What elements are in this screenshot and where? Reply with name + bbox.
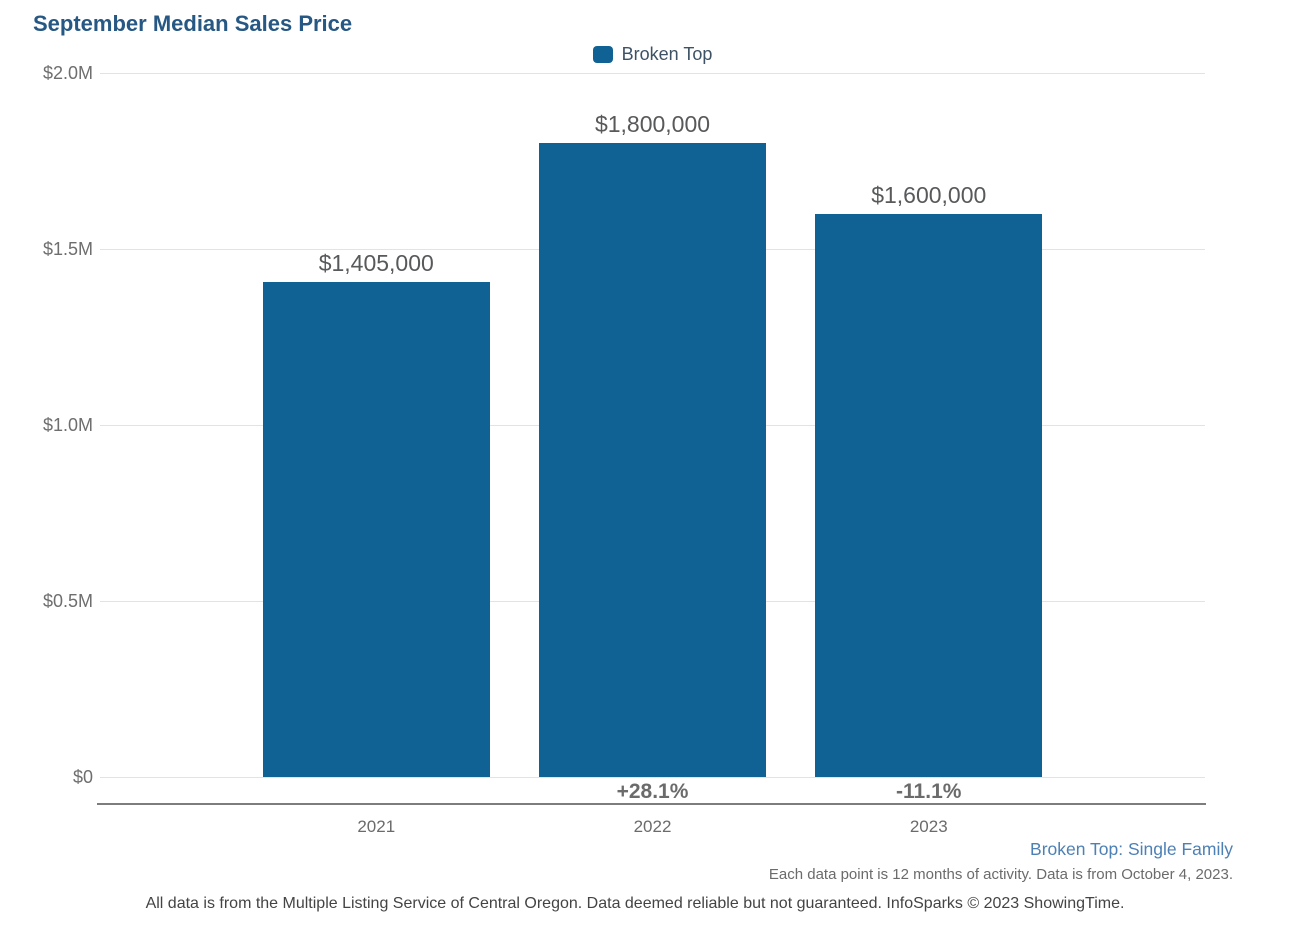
- x-axis-line: [97, 803, 1206, 805]
- x-axis-label: 2022: [633, 817, 672, 836]
- footnote-disclaimer: All data is from the Multiple Listing Se…: [145, 895, 1125, 912]
- pct-change-label: +28.1%: [616, 780, 689, 803]
- bar-value-label: $1,600,000: [871, 181, 987, 208]
- x-axis-label: 2021: [357, 817, 396, 836]
- x-axis-label: 2023: [909, 817, 948, 836]
- legend-label: Broken Top: [621, 44, 713, 64]
- y-axis-tick-label: $0.5M: [42, 591, 93, 611]
- bar-value-label: $1,405,000: [318, 250, 434, 277]
- bar-2022[interactable]: [539, 143, 766, 777]
- footnote-series-info: Broken Top: Single Family: [1030, 839, 1233, 859]
- footnote-data-note: Each data point is 12 months of activity…: [768, 866, 1233, 883]
- y-axis-tick-label: $1.5M: [42, 239, 93, 259]
- y-gridline: [100, 73, 1205, 74]
- bar-value-label: $1,800,000: [594, 111, 711, 138]
- legend-color-swatch: [592, 46, 613, 63]
- pct-change-label: -11.1%: [896, 780, 962, 803]
- bar-2023[interactable]: [815, 213, 1043, 777]
- legend: Broken Top: [100, 44, 1205, 65]
- page-title: September Median Sales Price: [33, 11, 353, 36]
- y-axis-tick-label: $1.0M: [42, 415, 93, 435]
- y-axis-tick-label: $2.0M: [42, 63, 93, 83]
- y-gridline: [100, 777, 1205, 778]
- bar-2021[interactable]: [262, 282, 490, 777]
- y-axis-tick-label: $0: [72, 767, 93, 787]
